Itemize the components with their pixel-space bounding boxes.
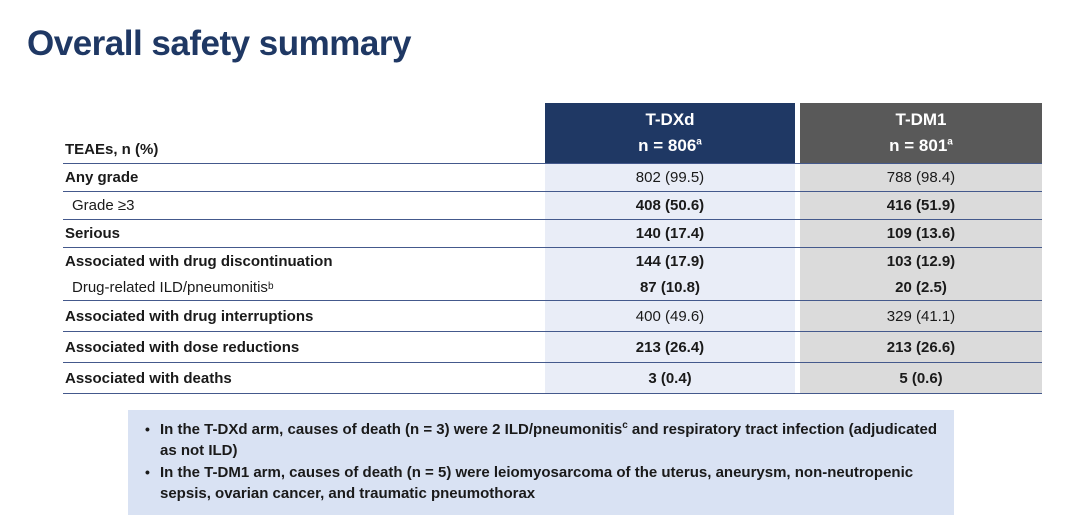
tdxd-arm-name: T-DXd	[645, 109, 695, 129]
column-header-tdxd: T-DXd n = 806a	[545, 103, 795, 163]
tdm1-value: 329 (41.1)	[800, 301, 1042, 331]
tdm1-arm-name: T-DM1	[895, 109, 947, 129]
tdm1-value: 5 (0.6)	[800, 363, 1042, 393]
row-label: Associated with drug interruptions	[65, 307, 314, 325]
tdm1-value: 109 (13.6)	[800, 220, 1042, 247]
table-row-dose-reductions: Associated with dose reductions 213 (26.…	[63, 331, 1042, 362]
footnote-marker-a: a	[947, 136, 953, 148]
table-row-deaths: Associated with deaths 3 (0.4) 5 (0.6)	[63, 362, 1042, 394]
row-label: Associated with drug discontinuation	[65, 252, 333, 270]
bullet-icon: •	[145, 421, 150, 437]
table-row-ild-pneumonitis: Drug-related ILD/pneumonitis b 87 (10.8) …	[63, 274, 1042, 300]
row-label: Any grade	[65, 169, 139, 186]
safety-summary-table: TEAEs, n (%) T-DXd n = 806a T-DM1 n = 80…	[63, 103, 1042, 394]
tdm1-value: 788 (98.4)	[800, 164, 1042, 191]
tdm1-value: 416 (51.9)	[800, 192, 1042, 219]
table-row-grade-3: Grade ≥3 408 (50.6) 416 (51.9)	[63, 191, 1042, 219]
table-row-any-grade: Any grade 802 (99.5) 788 (98.4)	[63, 163, 1042, 191]
tdxd-value: 400 (49.6)	[545, 301, 795, 331]
row-label: Associated with deaths	[65, 369, 232, 387]
tdxd-value: 144 (17.9)	[545, 248, 795, 274]
bullet-icon: •	[145, 463, 150, 480]
tdm1-value: 103 (12.9)	[800, 248, 1042, 274]
table-row-discontinuation: Associated with drug discontinuation 144…	[63, 247, 1042, 274]
tdxd-value: 213 (26.4)	[545, 332, 795, 362]
bullet-item-tdxd-deaths: • In the T-DXd arm, causes of death (n =…	[143, 419, 940, 462]
row-label: Serious	[65, 225, 121, 242]
tdm1-n-count: n = 801a	[889, 136, 953, 155]
row-label: Grade ≥3	[72, 197, 135, 214]
deaths-callout-box: • In the T-DXd arm, causes of death (n =…	[128, 410, 954, 515]
tdm1-value: 20 (2.5)	[800, 274, 1042, 300]
tdxd-value: 802 (99.5)	[545, 164, 795, 191]
tdxd-n-count: n = 806a	[638, 136, 702, 155]
column-header-tdm1: T-DM1 n = 801a	[800, 103, 1042, 163]
table-row-interruptions: Associated with drug interruptions 400 (…	[63, 300, 1042, 331]
tdxd-value: 3 (0.4)	[545, 363, 795, 393]
table-row-serious: Serious 140 (17.4) 109 (13.6)	[63, 219, 1042, 247]
bullet-text: In the T-DM1 arm, causes of death (n = 5…	[160, 463, 914, 503]
tdxd-value: 408 (50.6)	[545, 192, 795, 219]
table-header-row: TEAEs, n (%) T-DXd n = 806a T-DM1 n = 80…	[63, 103, 1042, 163]
table-corner-label: TEAEs, n (%)	[63, 103, 543, 163]
tdxd-value: 140 (17.4)	[545, 220, 795, 247]
tdxd-value: 87 (10.8)	[545, 274, 795, 300]
footnote-marker-a: a	[696, 136, 702, 148]
row-label: Associated with dose reductions	[65, 338, 300, 356]
row-label: Drug-related ILD/pneumonitis b	[72, 278, 274, 296]
footnote-marker-c: c	[622, 420, 628, 431]
page-title: Overall safety summary	[27, 24, 411, 63]
corner-label-text: TEAEs, n (%)	[65, 141, 159, 158]
bullet-text: In the T-DXd arm, causes of death (n = 3…	[160, 420, 937, 460]
bullet-item-tdm1-deaths: • In the T-DM1 arm, causes of death (n =…	[143, 462, 940, 505]
tdm1-value: 213 (26.6)	[800, 332, 1042, 362]
